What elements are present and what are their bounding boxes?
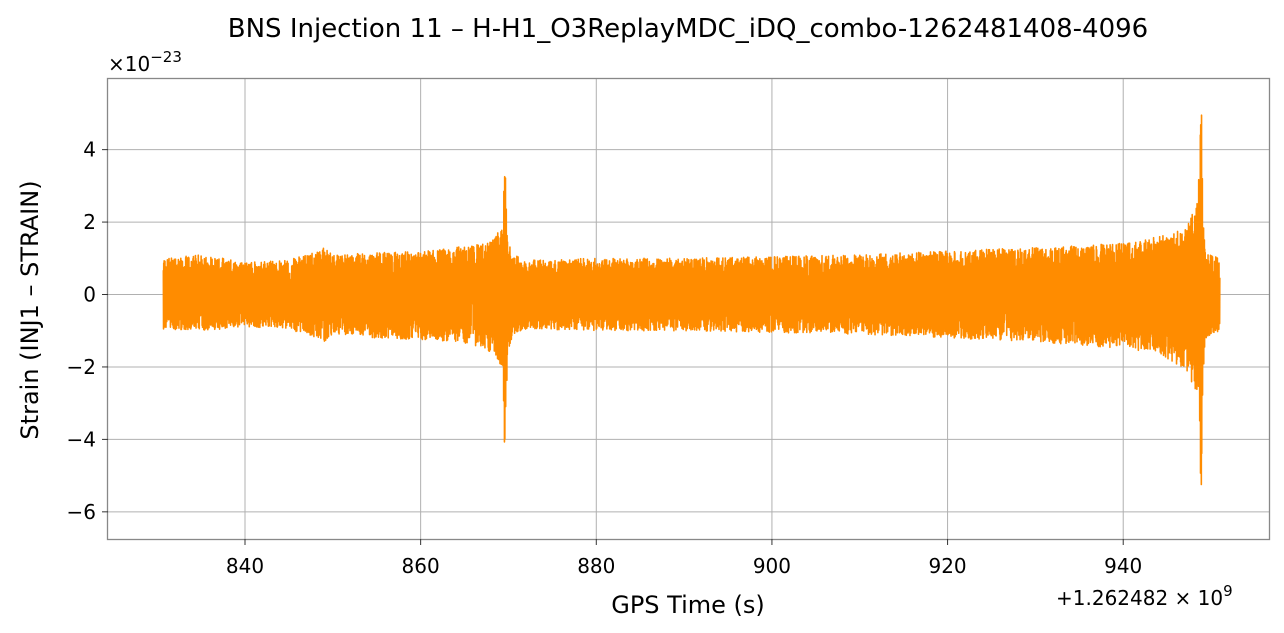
x-tick-label: 940 bbox=[1104, 554, 1142, 578]
y-tick-label: 2 bbox=[83, 210, 96, 234]
x-tick-label: 860 bbox=[402, 554, 440, 578]
x-tick-label: 880 bbox=[577, 554, 615, 578]
x-tick-label: 920 bbox=[928, 554, 966, 578]
y-tick-label: −2 bbox=[67, 355, 96, 379]
x-axis-label: GPS Time (s) bbox=[611, 591, 765, 619]
y-multiplier-exponent: −23 bbox=[150, 48, 182, 66]
x-offset-base: +1.262482 × 10 bbox=[1056, 586, 1223, 610]
plot-frame bbox=[106, 77, 1271, 541]
y-tick-label: −6 bbox=[67, 500, 96, 524]
y-multiplier-base: ×10 bbox=[108, 52, 150, 76]
x-axis-ticks: 840 860 880 900 920 940 bbox=[226, 539, 1142, 578]
x-tick-label: 900 bbox=[753, 554, 791, 578]
y-axis-label: Strain (INJ1 – STRAIN) bbox=[16, 180, 44, 439]
strain-series-line bbox=[162, 114, 1221, 486]
x-tick-label: 840 bbox=[226, 554, 264, 578]
x-offset: +1.262482 × 109 bbox=[1056, 582, 1233, 610]
y-axis-ticks: −6 −4 −2 0 2 4 bbox=[67, 138, 108, 524]
y-tick-label: 4 bbox=[83, 138, 96, 162]
chart-title: BNS Injection 11 – H-H1_O3ReplayMDC_iDQ_… bbox=[228, 14, 1148, 44]
y-multiplier: ×10−23 bbox=[108, 48, 182, 76]
y-tick-label: −4 bbox=[67, 427, 96, 451]
y-tick-label: 0 bbox=[83, 283, 96, 307]
x-offset-exponent: 9 bbox=[1223, 582, 1233, 600]
